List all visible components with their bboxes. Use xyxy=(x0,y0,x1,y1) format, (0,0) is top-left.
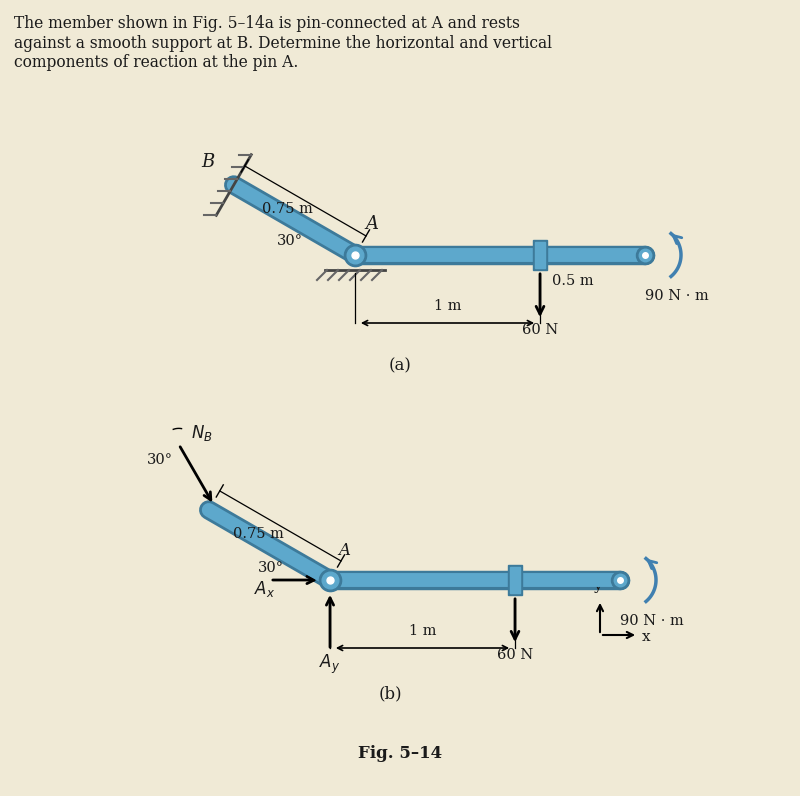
Text: y: y xyxy=(593,579,602,593)
Bar xyxy=(510,567,520,593)
Text: 90 N · m: 90 N · m xyxy=(645,289,709,303)
Text: 30°: 30° xyxy=(277,234,303,248)
Text: 30°: 30° xyxy=(258,561,284,575)
Text: 90 N · m: 90 N · m xyxy=(620,614,684,628)
Text: 0.75 m: 0.75 m xyxy=(262,202,313,216)
Text: 60 N: 60 N xyxy=(497,648,533,662)
Text: 0.75 m: 0.75 m xyxy=(233,527,284,541)
Bar xyxy=(535,242,545,268)
Text: $A_y$: $A_y$ xyxy=(319,653,341,676)
Text: 60 N: 60 N xyxy=(522,323,558,337)
Bar xyxy=(508,565,522,595)
Text: 1 m: 1 m xyxy=(434,299,462,313)
Text: x: x xyxy=(642,630,650,644)
Text: (b): (b) xyxy=(378,685,402,702)
Text: The member shown in Fig. 5–14a is pin-connected at A and rests
against a smooth : The member shown in Fig. 5–14a is pin-co… xyxy=(14,15,552,71)
Text: 1 m: 1 m xyxy=(409,624,436,638)
Text: 0.5 m: 0.5 m xyxy=(552,274,594,288)
Text: $N_B$: $N_B$ xyxy=(190,423,213,443)
Text: Fig. 5–14: Fig. 5–14 xyxy=(358,745,442,762)
Text: $A_x$: $A_x$ xyxy=(254,579,276,599)
Bar xyxy=(533,240,547,270)
Text: B: B xyxy=(202,153,215,171)
Text: A: A xyxy=(338,542,350,559)
Text: 30°: 30° xyxy=(146,454,173,467)
Text: (a): (a) xyxy=(389,357,411,374)
Text: A: A xyxy=(365,215,378,233)
